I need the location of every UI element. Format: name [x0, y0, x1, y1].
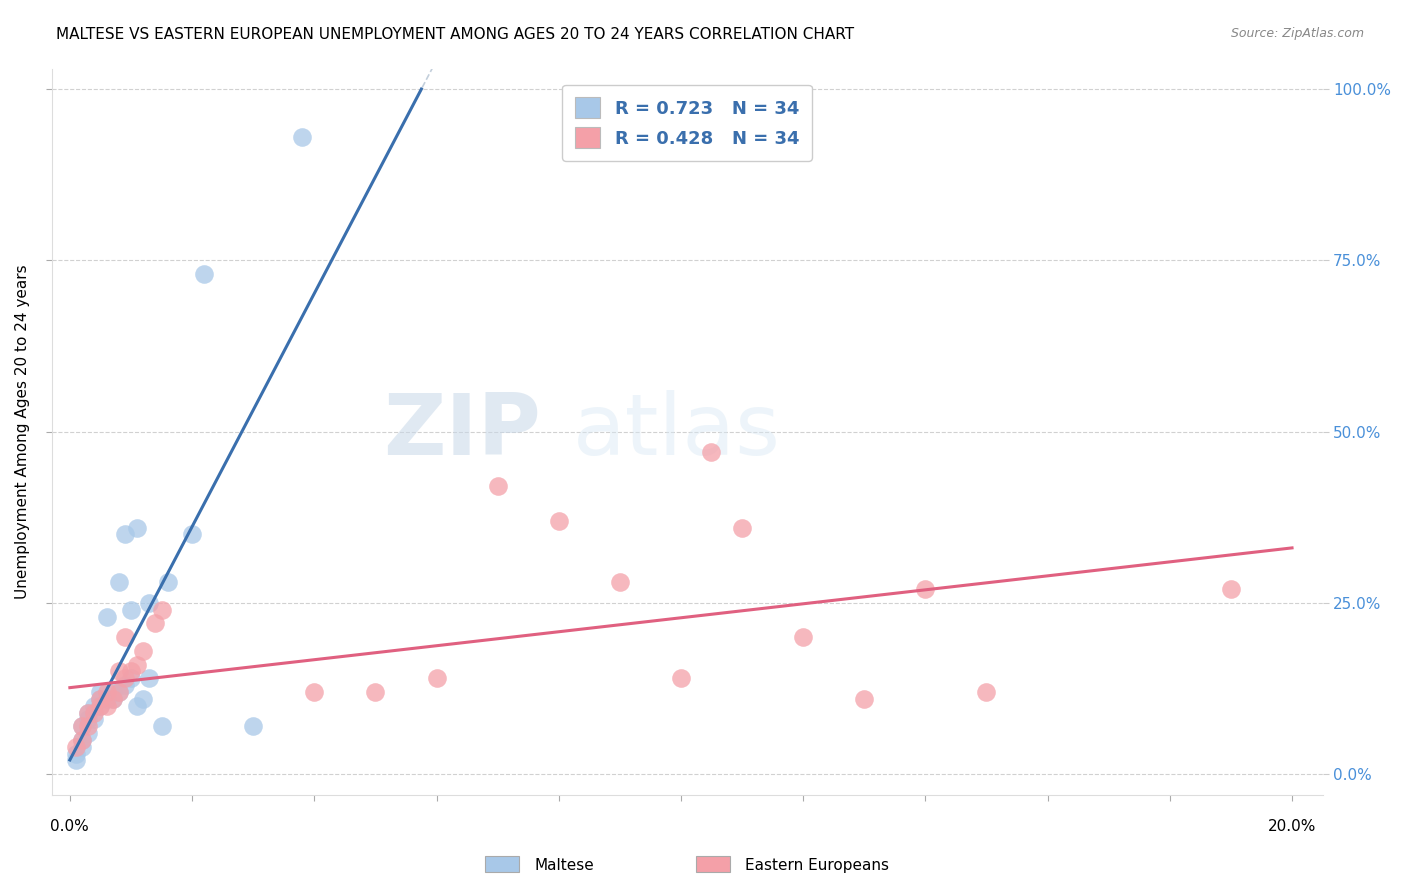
Eastern Europeans	[83, 706, 105, 720]
Maltese	[120, 671, 142, 685]
Eastern Europeans	[101, 691, 124, 706]
Maltese	[138, 596, 160, 610]
Maltese	[150, 719, 173, 733]
Eastern Europeans	[107, 665, 129, 679]
Text: ZIP: ZIP	[382, 390, 541, 473]
Eastern Europeans	[65, 739, 87, 754]
Eastern Europeans	[425, 671, 447, 685]
Maltese	[70, 732, 93, 747]
Maltese	[125, 698, 148, 713]
Eastern Europeans	[1219, 582, 1241, 597]
Eastern Europeans	[914, 582, 936, 597]
Eastern Europeans	[114, 671, 136, 685]
Text: atlas: atlas	[572, 390, 780, 473]
Text: 20.0%: 20.0%	[1268, 819, 1316, 834]
Eastern Europeans	[150, 603, 173, 617]
Eastern Europeans	[976, 685, 998, 699]
Eastern Europeans	[609, 575, 631, 590]
Eastern Europeans	[486, 479, 509, 493]
Eastern Europeans	[364, 685, 387, 699]
Text: Maltese: Maltese	[534, 858, 593, 872]
Maltese	[70, 739, 93, 754]
Eastern Europeans	[304, 685, 326, 699]
Maltese	[77, 712, 100, 726]
Maltese	[193, 267, 215, 281]
Text: Source: ZipAtlas.com: Source: ZipAtlas.com	[1230, 27, 1364, 40]
Maltese	[120, 603, 142, 617]
Eastern Europeans	[853, 691, 876, 706]
Eastern Europeans	[96, 698, 118, 713]
Maltese	[181, 527, 204, 541]
Maltese	[77, 726, 100, 740]
Text: Eastern Europeans: Eastern Europeans	[745, 858, 889, 872]
Eastern Europeans	[700, 445, 723, 459]
Maltese	[114, 527, 136, 541]
Eastern Europeans	[120, 665, 142, 679]
Maltese	[89, 698, 111, 713]
Eastern Europeans	[77, 706, 100, 720]
Eastern Europeans	[132, 644, 155, 658]
Maltese	[107, 575, 129, 590]
Maltese	[70, 719, 93, 733]
Maltese	[83, 712, 105, 726]
Eastern Europeans	[70, 732, 93, 747]
Maltese	[89, 685, 111, 699]
Maltese	[77, 706, 100, 720]
Maltese	[114, 678, 136, 692]
Y-axis label: Unemployment Among Ages 20 to 24 years: Unemployment Among Ages 20 to 24 years	[15, 264, 30, 599]
Eastern Europeans	[89, 691, 111, 706]
Eastern Europeans	[107, 685, 129, 699]
Eastern Europeans	[96, 685, 118, 699]
Maltese	[138, 671, 160, 685]
Eastern Europeans	[731, 520, 754, 534]
Eastern Europeans	[114, 630, 136, 644]
Maltese	[65, 754, 87, 768]
Text: 0.0%: 0.0%	[51, 819, 89, 834]
Eastern Europeans	[145, 616, 167, 631]
Maltese	[125, 520, 148, 534]
Maltese	[89, 691, 111, 706]
Eastern Europeans	[70, 719, 93, 733]
Eastern Europeans	[125, 657, 148, 672]
Eastern Europeans	[669, 671, 692, 685]
Eastern Europeans	[77, 719, 100, 733]
Legend: R = 0.723   N = 34, R = 0.428   N = 34: R = 0.723 N = 34, R = 0.428 N = 34	[562, 85, 811, 161]
Eastern Europeans	[547, 514, 569, 528]
Maltese	[96, 691, 118, 706]
Maltese	[156, 575, 179, 590]
Maltese	[101, 691, 124, 706]
Maltese	[83, 698, 105, 713]
Maltese	[291, 130, 314, 145]
Maltese	[101, 685, 124, 699]
Eastern Europeans	[89, 698, 111, 713]
Maltese	[242, 719, 264, 733]
Maltese	[65, 747, 87, 761]
Text: MALTESE VS EASTERN EUROPEAN UNEMPLOYMENT AMONG AGES 20 TO 24 YEARS CORRELATION C: MALTESE VS EASTERN EUROPEAN UNEMPLOYMENT…	[56, 27, 855, 42]
Maltese	[107, 685, 129, 699]
Maltese	[132, 691, 155, 706]
Maltese	[96, 609, 118, 624]
Eastern Europeans	[792, 630, 814, 644]
